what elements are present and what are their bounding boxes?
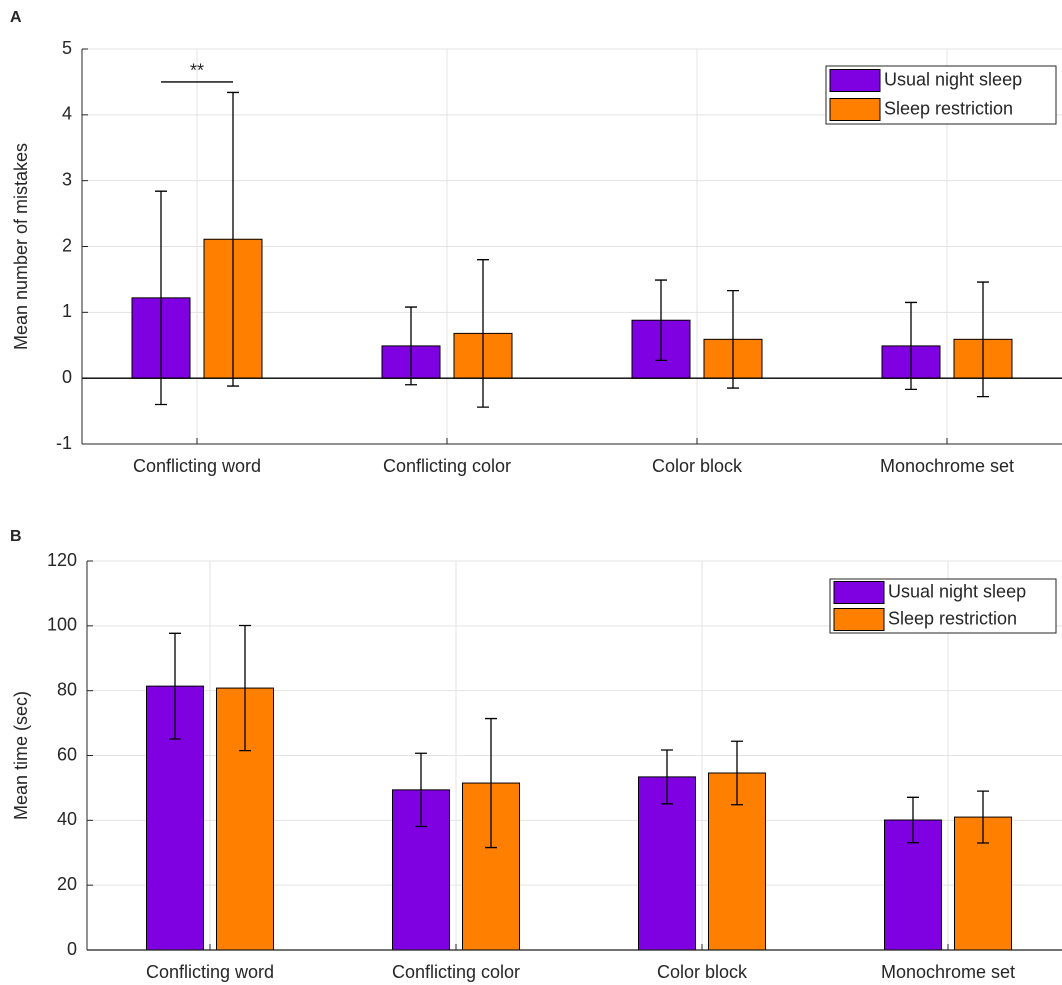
y-tick-label: 0 (62, 367, 72, 387)
error-bar (727, 289, 739, 389)
x-tick-label: Conflicting color (383, 456, 511, 476)
error-bar (405, 306, 417, 386)
y-tick-label: 2 (62, 235, 72, 255)
legend-label: Sleep restriction (884, 98, 1013, 118)
error-bar (239, 624, 251, 752)
legend-label: Usual night sleep (884, 69, 1022, 89)
error-bar (731, 740, 743, 806)
error-bar (169, 632, 181, 740)
x-tick-label: Conflicting word (146, 962, 274, 982)
error-bar (155, 190, 167, 406)
panel-label: A (10, 9, 22, 26)
error-bar (655, 279, 667, 362)
y-tick-label: 60 (57, 744, 77, 764)
y-tick-label: 0 (67, 939, 77, 959)
error-bar (227, 91, 239, 387)
y-tick-label: 80 (57, 679, 77, 699)
error-bar (977, 790, 989, 844)
significance-label: ** (190, 61, 204, 81)
x-tick-label: Conflicting color (392, 962, 520, 982)
legend-label: Usual night sleep (888, 581, 1026, 601)
error-bar (977, 281, 989, 398)
error-bar (905, 301, 917, 391)
y-tick-label: 3 (62, 169, 72, 189)
y-axis-label: Mean time (sec) (11, 691, 31, 820)
y-tick-label: 4 (62, 104, 72, 124)
legend-swatch (833, 581, 885, 604)
y-tick-label: 20 (57, 874, 77, 894)
x-tick-label: Color block (657, 962, 748, 982)
legend-label: Sleep restriction (888, 608, 1017, 628)
panel-label: B (10, 528, 22, 545)
legend-swatch (833, 608, 885, 631)
x-tick-label: Color block (652, 456, 743, 476)
y-axis-label: Mean number of mistakes (11, 143, 31, 350)
x-tick-label: Monochrome set (881, 962, 1015, 982)
x-tick-label: Conflicting word (133, 456, 261, 476)
error-bar (907, 796, 919, 844)
y-tick-label: 120 (47, 550, 77, 570)
bar (638, 776, 696, 951)
y-tick-label: 100 (47, 615, 77, 635)
y-tick-label: -1 (56, 433, 72, 453)
error-bar (661, 749, 673, 805)
y-tick-label: 5 (62, 38, 72, 58)
x-tick-label: Monochrome set (880, 456, 1014, 476)
y-tick-label: 40 (57, 809, 77, 829)
legend-swatch (829, 98, 881, 121)
error-bar (477, 259, 489, 408)
y-tick-label: 1 (62, 301, 72, 321)
legend-swatch (829, 69, 881, 92)
error-bar (485, 717, 497, 849)
error-bar (415, 752, 427, 828)
